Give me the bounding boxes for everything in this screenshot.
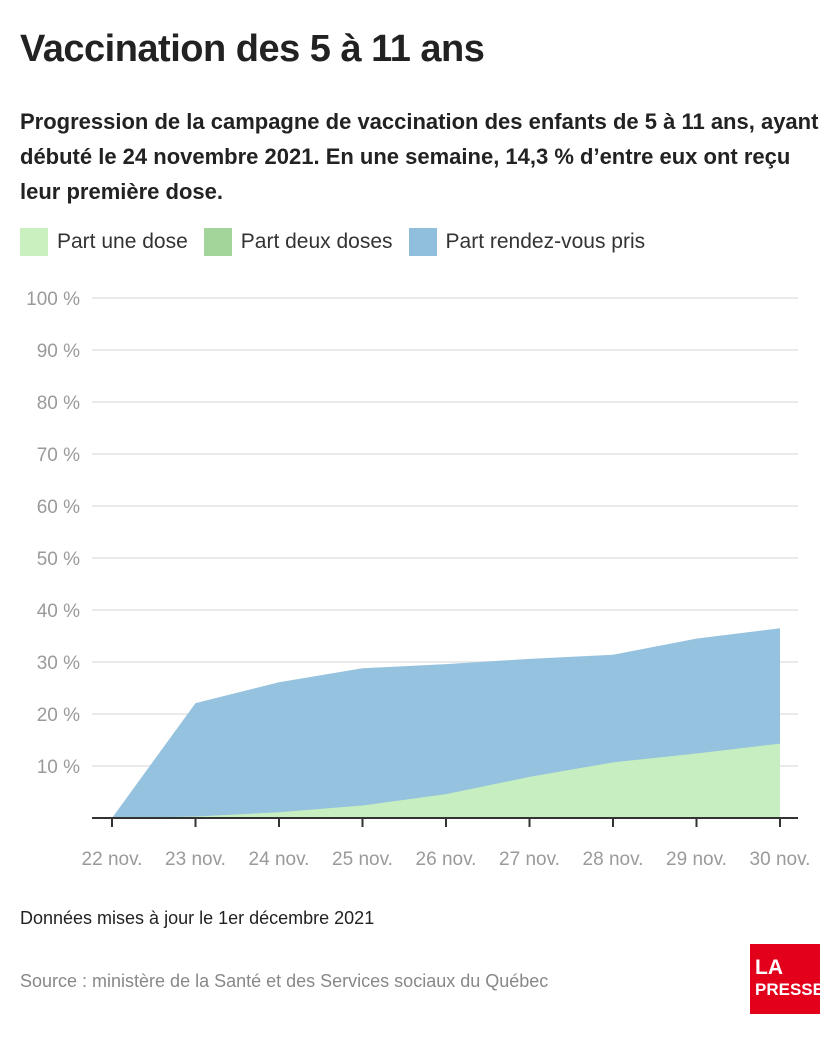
x-tick-label-2: 24 nov. xyxy=(249,849,310,870)
logo-line-1: LA xyxy=(755,956,783,979)
legend-swatch-two-doses xyxy=(203,228,232,256)
x-tick-label-0: 22 nov. xyxy=(82,849,143,870)
update-note: Données mises à jour le 1er décembre 202… xyxy=(20,908,375,928)
y-tick-label-2: 20 % xyxy=(37,705,80,726)
y-tick-label-1: 10 % xyxy=(37,757,80,778)
x-tick-label-7: 29 nov. xyxy=(666,849,727,870)
legend-swatch-one-dose xyxy=(20,228,48,256)
legend-item-appointments: Part rendez-vous pris xyxy=(408,228,646,256)
legend-swatch-appointments xyxy=(408,228,437,256)
legend-item-two-doses: Part deux doses xyxy=(203,228,393,256)
x-tick-label-3: 25 nov. xyxy=(332,849,393,870)
legend-label-one-dose: Part une dose xyxy=(57,230,188,253)
x-tick-label-5: 27 nov. xyxy=(499,849,560,870)
la-presse-logo: LA PRESSE xyxy=(750,944,824,1014)
chart-subtitle: Progression de la campagne de vaccinatio… xyxy=(20,109,819,204)
y-tick-label-5: 50 % xyxy=(37,549,80,570)
y-tick-label-8: 80 % xyxy=(37,393,80,414)
area-chart: 10 % 20 % 30 % 40 % 50 % 60 % 70 % 80 % 90 % 100 … xyxy=(26,289,811,870)
source-note: Source : ministère de la Santé et des Se… xyxy=(20,971,549,991)
y-tick-label-6: 60 % xyxy=(37,497,80,518)
y-tick-label-10: 100 % xyxy=(26,289,80,310)
y-tick-label-7: 70 % xyxy=(37,445,80,466)
y-tick-label-3: 30 % xyxy=(37,653,80,674)
x-tick-label-6: 28 nov. xyxy=(583,849,644,870)
chart-title: Vaccination des 5 à 11 ans xyxy=(20,28,485,70)
logo-line-2: PRESSE xyxy=(755,980,824,999)
legend-label-two-doses: Part deux doses xyxy=(240,230,393,253)
legend-item-one-dose: Part une dose xyxy=(20,228,188,256)
x-tick-label-1: 23 nov. xyxy=(165,849,226,870)
x-tick-label-8: 30 nov. xyxy=(750,849,811,870)
x-tick-label-4: 26 nov. xyxy=(416,849,477,870)
y-tick-label-4: 40 % xyxy=(37,601,80,622)
y-tick-label-9: 90 % xyxy=(37,341,80,362)
area-part-une-dose xyxy=(112,743,780,818)
legend: Part une dose Part deux doses Part rende… xyxy=(20,228,661,256)
legend-label-appointments: Part rendez-vous pris xyxy=(445,230,646,253)
